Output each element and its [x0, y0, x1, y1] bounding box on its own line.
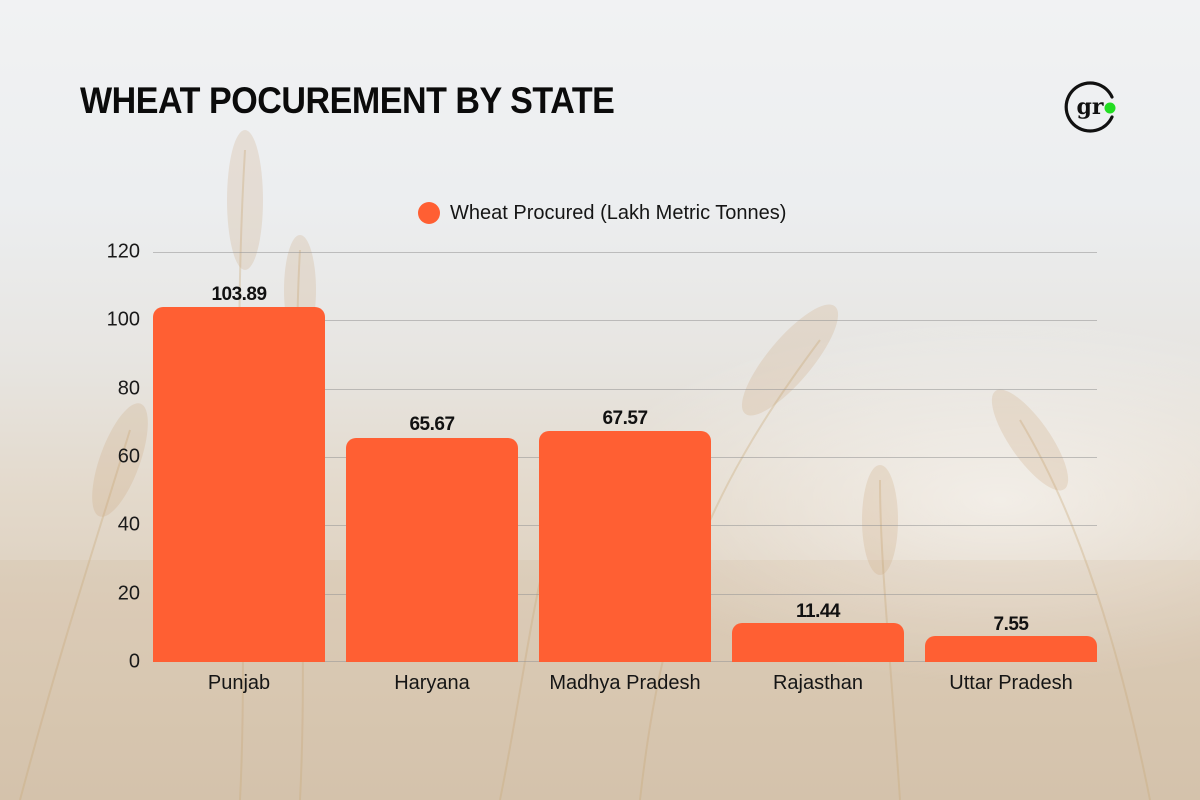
legend-swatch-icon [418, 202, 440, 224]
x-tick-label: Rajasthan [772, 672, 864, 694]
y-tick-label: 120 [106, 240, 140, 263]
y-tick-label: 0 [128, 650, 140, 673]
gridline [153, 252, 1097, 253]
gridline [153, 389, 1097, 390]
bar-value-label: 11.44 [796, 601, 841, 622]
bar-punjab[interactable] [153, 307, 325, 662]
brand-logo: gr [1063, 79, 1119, 135]
x-tick-label: Uttar Pradesh [949, 672, 1073, 694]
chart-title: WHEAT POCUREMENT BY STATE [80, 80, 615, 121]
y-tick-label: 100 [106, 308, 140, 331]
bar-rajasthan[interactable] [732, 623, 904, 662]
gridline [153, 320, 1097, 321]
gr-logo-icon: gr [1064, 81, 1116, 133]
svg-text:gr: gr [1077, 94, 1104, 120]
chart-legend: Wheat Procured (Lakh Metric Tonnes) [418, 200, 786, 226]
y-tick-label: 60 [117, 445, 140, 468]
bar-haryana[interactable] [346, 438, 518, 662]
legend-label: Wheat Procured (Lakh Metric Tonnes) [450, 201, 787, 224]
x-tick-label: Madhya Pradesh [549, 672, 701, 694]
plot-area: 103.89 65.67 67.57 11.44 7.55 [153, 252, 1097, 662]
bar-value-label: 103.89 [211, 284, 267, 305]
y-tick-label: 20 [117, 582, 140, 605]
x-tick-label: Haryana [394, 672, 470, 694]
bar-value-label: 7.55 [993, 614, 1029, 635]
y-tick-label: 80 [117, 377, 140, 400]
bar-value-label: 65.67 [409, 414, 455, 435]
y-tick-label: 40 [117, 513, 140, 536]
x-tick-label: Punjab [207, 672, 271, 694]
bar-value-label: 67.57 [602, 408, 648, 429]
bar-madhya-pradesh[interactable] [539, 431, 711, 662]
bar-uttar-pradesh[interactable] [925, 636, 1097, 662]
